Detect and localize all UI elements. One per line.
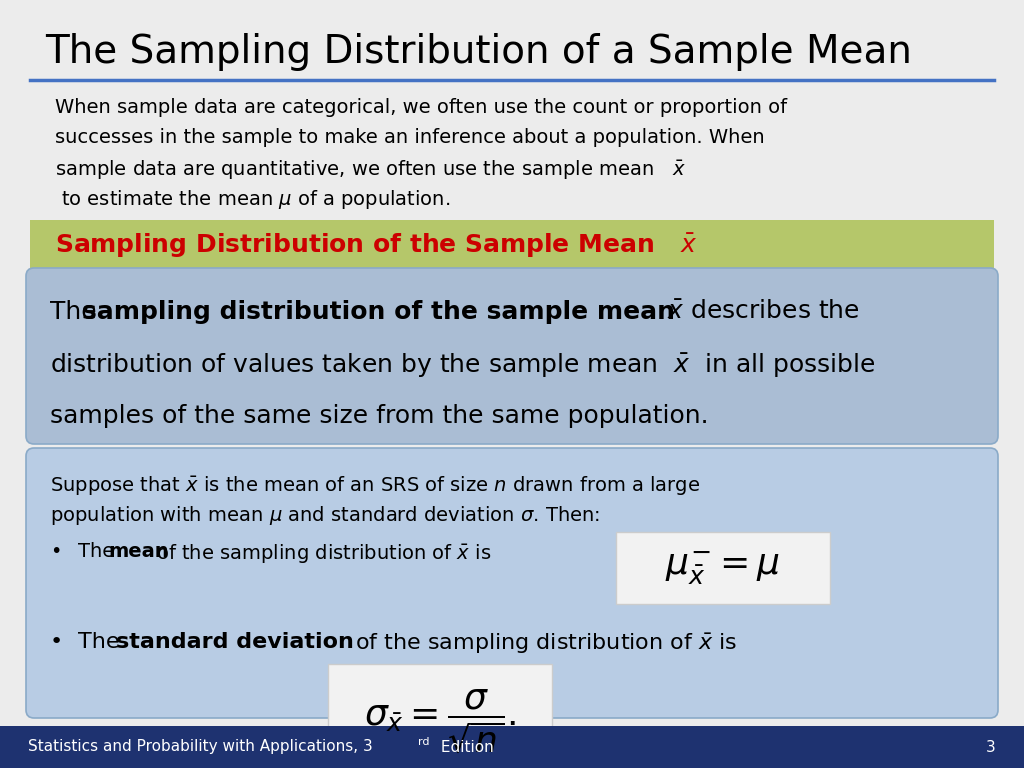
FancyBboxPatch shape xyxy=(26,268,998,444)
Text: Sampling Distribution of the Sample Mean   $\bar{x}$: Sampling Distribution of the Sample Mean… xyxy=(55,232,697,260)
Text: 3: 3 xyxy=(986,740,996,754)
Text: distribution of values taken by the sample mean  $\bar{x}$  in all possible: distribution of values taken by the samp… xyxy=(50,352,876,380)
Text: of the sampling distribution of $\bar{x}$ is: of the sampling distribution of $\bar{x}… xyxy=(150,542,492,565)
Text: •: • xyxy=(50,542,61,561)
Text: The Sampling Distribution of a Sample Mean: The Sampling Distribution of a Sample Me… xyxy=(45,33,912,71)
Text: $\mu_{\bar{x}}^{-} = \mu$: $\mu_{\bar{x}}^{-} = \mu$ xyxy=(666,549,780,587)
Text: rd: rd xyxy=(418,737,429,747)
Text: population with mean $\mu$ and standard deviation $\sigma$. Then:: population with mean $\mu$ and standard … xyxy=(50,504,600,527)
Text: mean: mean xyxy=(108,542,169,561)
Text: Statistics and Probability with Applications, 3: Statistics and Probability with Applicat… xyxy=(28,740,373,754)
Text: •: • xyxy=(50,632,63,652)
Text: successes in the sample to make an inference about a population. When: successes in the sample to make an infer… xyxy=(55,128,765,147)
FancyBboxPatch shape xyxy=(26,448,998,718)
FancyBboxPatch shape xyxy=(30,220,994,272)
Text: When sample data are categorical, we often use the count or proportion of: When sample data are categorical, we oft… xyxy=(55,98,787,117)
FancyBboxPatch shape xyxy=(616,532,830,604)
Text: to estimate the mean $\mu$ of a population.: to estimate the mean $\mu$ of a populati… xyxy=(55,188,451,211)
Text: Suppose that $\bar{x}$ is the mean of an SRS of size $n$ drawn from a large: Suppose that $\bar{x}$ is the mean of an… xyxy=(50,474,700,497)
Text: sampling distribution of the sample mean: sampling distribution of the sample mean xyxy=(82,300,675,324)
Text: The: The xyxy=(78,632,127,652)
Text: samples of the same size from the same population.: samples of the same size from the same p… xyxy=(50,404,709,428)
Text: sample data are quantitative, we often use the sample mean   $\bar{x}$: sample data are quantitative, we often u… xyxy=(55,158,686,181)
FancyBboxPatch shape xyxy=(328,664,552,768)
Text: $\bar{x}$ describes the: $\bar{x}$ describes the xyxy=(660,300,860,324)
Text: The: The xyxy=(78,542,121,561)
Text: The: The xyxy=(50,300,104,324)
Text: of the sampling distribution of $\bar{x}$ is: of the sampling distribution of $\bar{x}… xyxy=(348,632,737,657)
FancyBboxPatch shape xyxy=(0,726,1024,768)
Text: $\sigma_{\bar{x}} = \dfrac{\sigma}{\sqrt{n}}.$: $\sigma_{\bar{x}} = \dfrac{\sigma}{\sqrt… xyxy=(364,687,516,755)
Text: Edition: Edition xyxy=(436,740,494,754)
Text: standard deviation: standard deviation xyxy=(116,632,354,652)
